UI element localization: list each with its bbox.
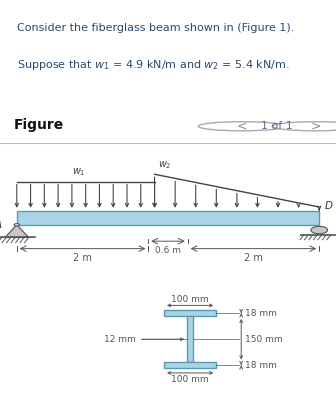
Bar bbox=[164, 363, 216, 368]
Text: 150 mm: 150 mm bbox=[245, 335, 283, 344]
Text: 2 m: 2 m bbox=[244, 253, 263, 263]
Text: 18 mm: 18 mm bbox=[245, 309, 277, 318]
Circle shape bbox=[14, 224, 19, 226]
Polygon shape bbox=[5, 225, 29, 237]
Text: 0.6 m: 0.6 m bbox=[155, 246, 181, 255]
Text: Suppose that $w_1$ = 4.9 kN/m and $w_2$ = 5.4 kN/m.: Suppose that $w_1$ = 4.9 kN/m and $w_2$ … bbox=[17, 58, 289, 72]
Circle shape bbox=[311, 226, 328, 234]
Text: 2 m: 2 m bbox=[73, 253, 92, 263]
Text: Figure: Figure bbox=[13, 118, 64, 132]
Bar bbox=[164, 311, 216, 316]
Bar bbox=[187, 316, 193, 363]
Text: >: > bbox=[310, 120, 321, 133]
Text: $w_1$: $w_1$ bbox=[72, 166, 86, 178]
Text: 1 of 1: 1 of 1 bbox=[261, 121, 293, 131]
Text: D: D bbox=[324, 201, 332, 211]
Bar bbox=[17, 211, 319, 225]
Text: A: A bbox=[0, 220, 2, 230]
Text: 18 mm: 18 mm bbox=[245, 361, 277, 370]
Text: Consider the fiberglass beam shown in (Figure 1).: Consider the fiberglass beam shown in (F… bbox=[17, 23, 294, 33]
Circle shape bbox=[272, 122, 336, 131]
Text: 100 mm: 100 mm bbox=[171, 375, 209, 384]
Text: 12 mm: 12 mm bbox=[104, 335, 136, 344]
Text: 100 mm: 100 mm bbox=[171, 294, 209, 304]
Text: $w_2$: $w_2$ bbox=[158, 159, 171, 171]
Circle shape bbox=[198, 122, 286, 131]
Text: <: < bbox=[237, 120, 247, 133]
